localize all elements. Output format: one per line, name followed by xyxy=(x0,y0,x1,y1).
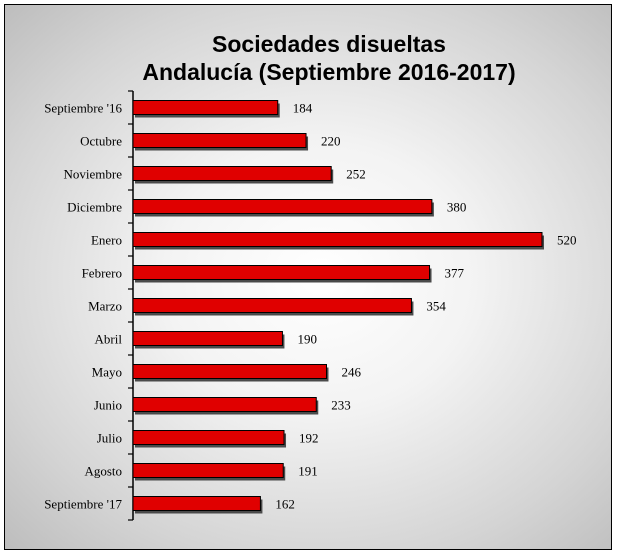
chart-title: Sociedades disueltas Andalucía (Septiemb… xyxy=(60,30,598,86)
category-label: Enero xyxy=(91,233,122,248)
bar xyxy=(132,331,283,346)
bar xyxy=(132,364,327,379)
bar xyxy=(132,496,261,511)
bar xyxy=(132,232,543,247)
data-label: 233 xyxy=(331,398,351,413)
data-label: 192 xyxy=(299,431,319,446)
category-label: Febrero xyxy=(82,266,122,281)
category-label: Septiembre '17 xyxy=(44,497,122,512)
chart-title-line-1: Sociedades disueltas xyxy=(212,31,446,57)
data-label: 246 xyxy=(341,365,361,380)
data-label: 377 xyxy=(445,266,465,281)
category-label: Abril xyxy=(95,332,123,347)
bar xyxy=(132,298,412,313)
category-label: Agosto xyxy=(84,464,122,479)
bar xyxy=(132,166,332,181)
bar xyxy=(132,430,285,445)
data-label: 520 xyxy=(557,233,577,248)
chart-title-line-2: Andalucía (Septiembre 2016-2017) xyxy=(142,59,516,85)
category-label: Octubre xyxy=(80,134,122,149)
data-label: 220 xyxy=(321,134,341,149)
data-label: 252 xyxy=(346,167,366,182)
category-label: Noviembre xyxy=(64,167,123,182)
bar xyxy=(132,397,317,412)
data-label: 162 xyxy=(275,497,295,512)
bar xyxy=(132,463,284,478)
category-label: Septiembre '16 xyxy=(44,101,122,116)
bar xyxy=(132,100,279,115)
category-label: Mayo xyxy=(92,365,122,380)
bar xyxy=(132,265,431,280)
bar xyxy=(132,199,433,214)
data-label: 380 xyxy=(447,200,467,215)
category-label: Julio xyxy=(97,431,122,446)
data-label: 184 xyxy=(293,101,313,116)
bar xyxy=(132,133,307,148)
data-label: 191 xyxy=(298,464,318,479)
data-label: 354 xyxy=(426,299,446,314)
category-label: Marzo xyxy=(88,299,122,314)
category-label: Junio xyxy=(94,398,122,413)
category-label: Diciembre xyxy=(67,200,122,215)
data-label: 190 xyxy=(297,332,317,347)
